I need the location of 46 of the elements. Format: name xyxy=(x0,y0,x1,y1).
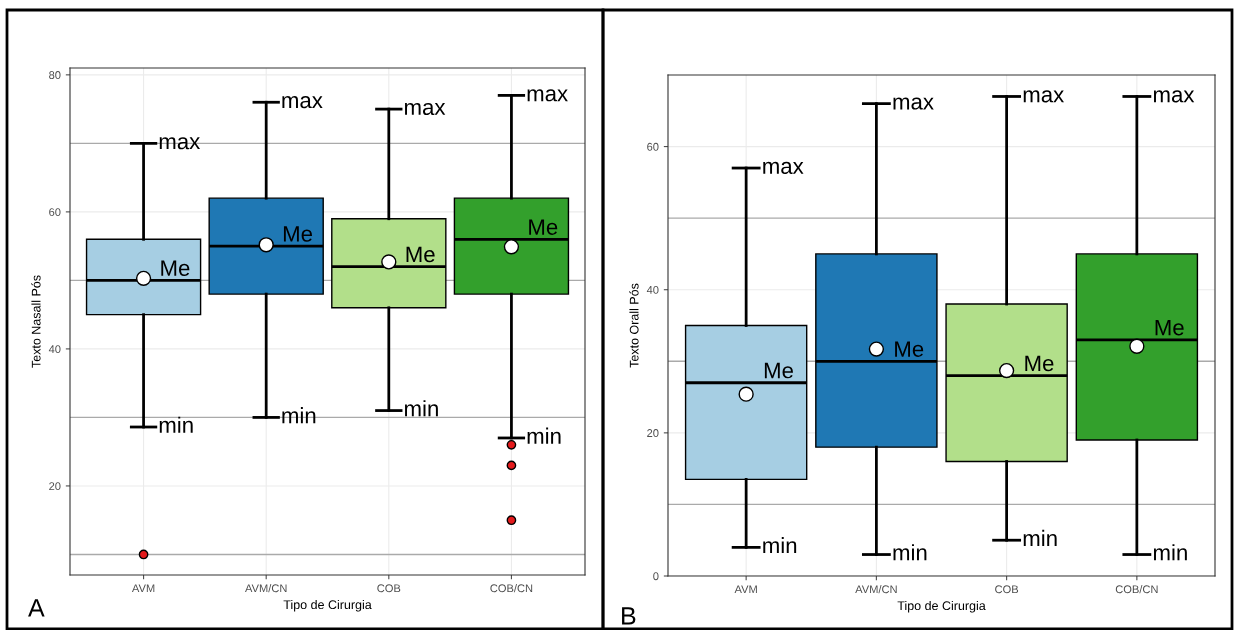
annotation: min xyxy=(893,544,927,561)
annotation: max xyxy=(405,102,446,116)
x-tick-label: AVM/CN xyxy=(245,584,287,593)
annotation: max xyxy=(159,137,201,150)
annotation: Me xyxy=(283,226,313,242)
annotation: Me xyxy=(406,246,435,263)
annotation: min xyxy=(405,400,438,417)
y-tick-label: 20 xyxy=(647,429,659,437)
y-tick-label: 40 xyxy=(646,285,659,294)
annotation: max xyxy=(527,89,568,102)
annotation: Me xyxy=(895,341,924,357)
annotation: Me xyxy=(1155,319,1184,336)
annotation: Me xyxy=(529,219,558,235)
annotation: max xyxy=(1153,90,1195,103)
annotation: min xyxy=(282,407,316,424)
text: A xyxy=(28,599,45,617)
annotation: min xyxy=(763,537,797,554)
x-tick-label: AVM/CN xyxy=(855,585,897,594)
annotation: max xyxy=(1023,90,1064,103)
x-tick-label: COB xyxy=(377,584,401,593)
x-tick-label: AVM xyxy=(734,585,757,594)
annotation: min xyxy=(1023,529,1057,546)
y-tick-label: 40 xyxy=(48,345,61,354)
annotation: Me xyxy=(161,260,190,276)
annotation: min xyxy=(1153,544,1187,561)
annotation: min xyxy=(159,416,193,433)
annotation: min xyxy=(527,427,561,444)
annotation: Me xyxy=(1025,355,1054,372)
y-tick-label: 0 xyxy=(653,572,659,581)
y-tick-label: 60 xyxy=(647,142,659,151)
x-tick-label: COB xyxy=(995,585,1019,594)
annotation: max xyxy=(282,96,323,109)
x-axis-title: Tipo de Cirurgia xyxy=(283,599,372,612)
x-axis-title: Tipo de Cirurgia xyxy=(897,600,986,613)
annotation: max xyxy=(893,97,934,110)
text: B xyxy=(622,607,636,625)
annotation: Me xyxy=(764,362,793,379)
annotation: max xyxy=(763,161,804,175)
y-tick-label: 20 xyxy=(49,482,61,491)
x-tick-label: COB/CN xyxy=(490,584,533,593)
y-axis-title: Texto Orall Pós xyxy=(629,283,639,368)
y-axis-title: Texto Nasall Pós xyxy=(31,275,41,368)
x-tick-label: AVM xyxy=(131,584,155,593)
y-tick-label: 80 xyxy=(49,71,61,79)
x-tick-label: COB/CN xyxy=(1115,585,1158,594)
y-tick-label: 60 xyxy=(49,208,61,217)
